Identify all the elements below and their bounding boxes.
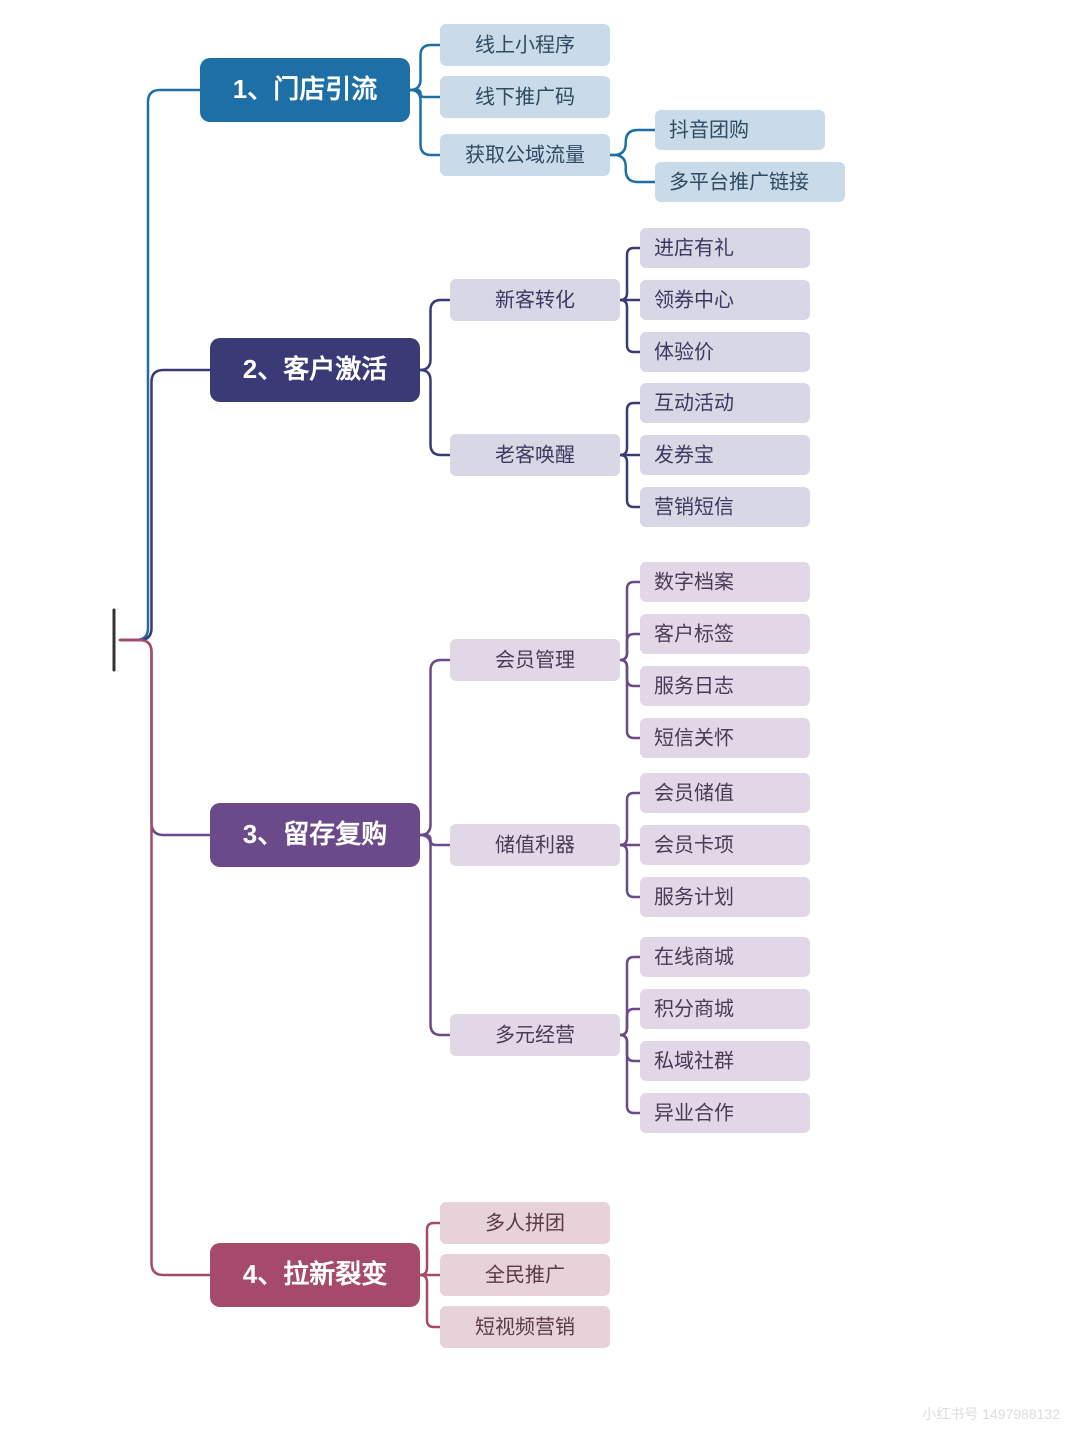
sub-label-b1-0: 线上小程序 — [475, 33, 575, 56]
leaf-label-b2-0-2: 体验价 — [654, 340, 714, 363]
sub-label-b3-1: 储值利器 — [495, 833, 575, 856]
leaf-label-b1-2-1: 多平台推广链接 — [669, 170, 809, 193]
leaf-label-b3-0-2: 服务日志 — [654, 674, 734, 697]
mindmap-canvas: 1、门店引流 线上小程序线下推广码获取公域流量 抖音团购多平台推广链接 2、客户激活 新… — [0, 0, 1080, 1439]
sub-label-b1-2: 获取公域流量 — [465, 143, 585, 166]
sub-label-b4-0: 多人拼团 — [485, 1211, 565, 1234]
sub-label-b1-1: 线下推广码 — [475, 85, 575, 108]
sub-label-b2-1: 老客唤醒 — [495, 443, 575, 466]
leaf-label-b3-2-1: 积分商城 — [654, 997, 734, 1020]
leaf-label-b3-1-2: 服务计划 — [654, 885, 734, 908]
main-label-b2: 2、客户激活 — [243, 354, 387, 384]
leaf-label-b3-1-0: 会员储值 — [654, 781, 734, 804]
leaf-label-b2-0-0: 进店有礼 — [654, 236, 734, 259]
sub-label-b3-2: 多元经营 — [495, 1023, 575, 1046]
leaf-label-b2-0-1: 领券中心 — [654, 288, 734, 311]
main-label-b4: 4、拉新裂变 — [243, 1259, 387, 1289]
leaf-label-b3-0-0: 数字档案 — [654, 570, 734, 593]
main-label-b1: 1、门店引流 — [233, 74, 377, 104]
sub-label-b2-0: 新客转化 — [495, 288, 575, 311]
sub-label-b3-0: 会员管理 — [495, 648, 575, 671]
watermark-text: 小红书号 1497988132 — [922, 1406, 1060, 1422]
leaf-label-b3-2-0: 在线商城 — [654, 945, 734, 968]
sub-label-b4-2: 短视频营销 — [475, 1315, 575, 1338]
leaf-label-b2-1-1: 发券宝 — [654, 443, 714, 466]
leaf-label-b2-1-2: 营销短信 — [654, 495, 734, 518]
leaf-label-b2-1-0: 互动活动 — [654, 391, 734, 414]
leaf-label-b3-0-3: 短信关怀 — [654, 726, 734, 749]
leaf-label-b3-0-1: 客户标签 — [654, 622, 734, 645]
main-label-b3: 3、留存复购 — [243, 819, 387, 849]
leaf-label-b1-2-0: 抖音团购 — [669, 118, 749, 141]
sub-label-b4-1: 全民推广 — [485, 1263, 565, 1286]
leaf-label-b3-1-1: 会员卡项 — [654, 833, 734, 856]
leaf-label-b3-2-3: 异业合作 — [654, 1101, 734, 1124]
leaf-label-b3-2-2: 私域社群 — [654, 1049, 734, 1072]
